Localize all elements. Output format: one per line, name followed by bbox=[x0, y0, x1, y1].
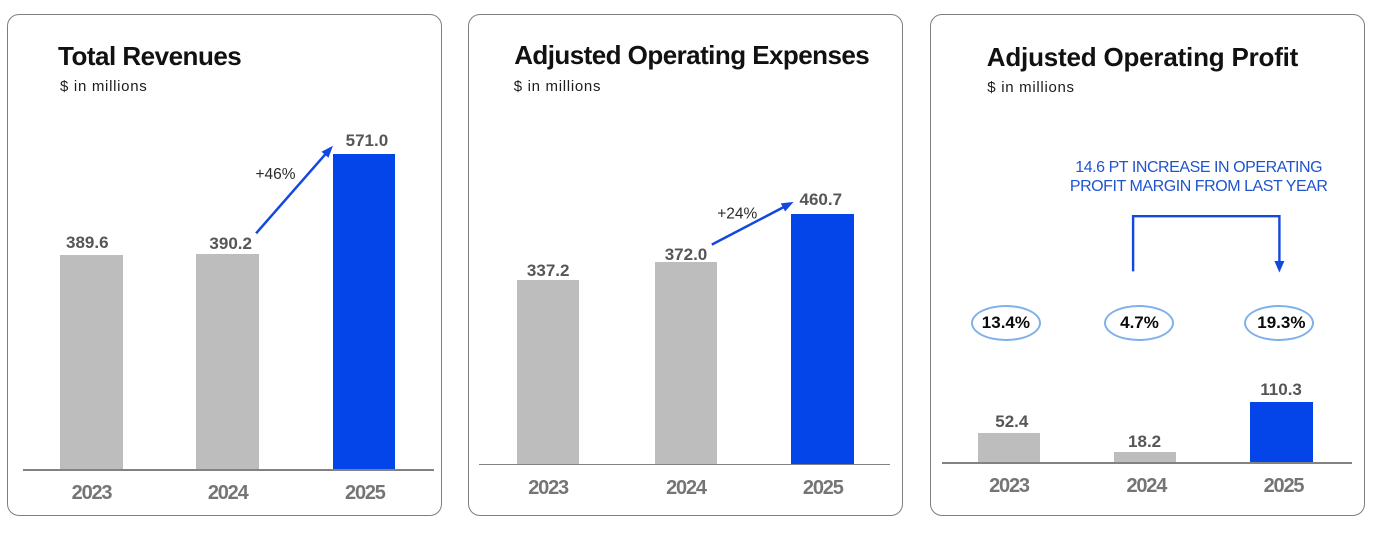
svg-text:+24%: +24% bbox=[717, 206, 757, 223]
svg-text:+46%: +46% bbox=[255, 166, 295, 183]
